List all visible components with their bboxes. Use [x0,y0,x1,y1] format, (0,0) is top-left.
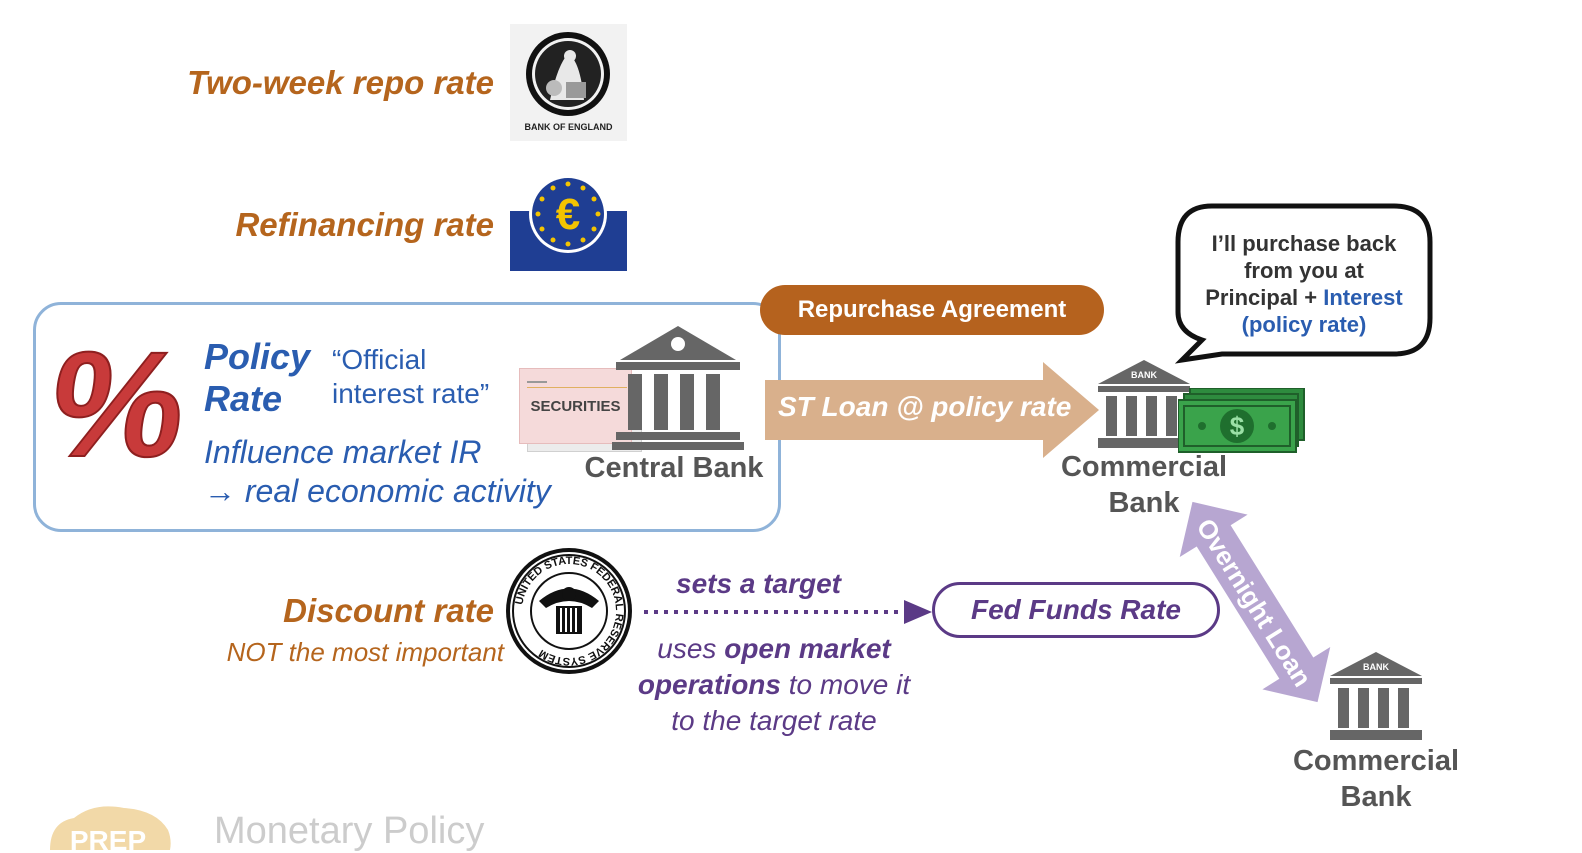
open-market-line2: operations to move it [604,667,944,703]
commercial-bank-2-icon [1330,652,1422,740]
open-market-bold: open market [724,633,891,664]
uses-prefix: uses [657,633,725,664]
move-it-text: to move it [780,669,911,700]
bubble-line3: Principal + Interest [1182,284,1426,311]
securities-label: SECURITIES [530,397,621,415]
speech-bubble [1174,203,1433,364]
refinancing-rate-label: Refinancing rate [235,206,494,243]
commercial-bank-1-icon [1098,360,1190,448]
open-market-text: uses open market operations to move it t… [604,631,944,739]
securities-document: SECURITIES [519,368,632,444]
sets-target-label: sets a target [676,568,841,599]
bank-of-england-icon [526,32,610,116]
percent-icon: % [50,334,190,474]
repurchase-agreement-badge: Repurchase Agreement [760,285,1104,335]
two-week-repo-rate-label: Two-week repo rate [187,64,494,101]
securities-line [527,381,547,383]
official-rate-line2: interest rate” [332,378,490,409]
commercial-bank-1-line1: Commercial [1060,451,1227,483]
speech-bubble-text: I’ll purchase back from you at Principal… [1182,230,1426,338]
bubble-line1: I’ll purchase back [1211,231,1397,256]
target-rate-line: to the target rate [671,705,877,736]
st-loan-label: ST Loan @ policy rate [778,391,1072,422]
discount-rate-note: NOT the most important [226,637,504,667]
open-market-line1: uses open market [604,631,944,667]
svg-text:$: $ [1230,411,1245,441]
bank-of-england-caption: BANK OF ENGLAND [524,122,613,132]
official-rate-line1: “Official [332,344,427,375]
ecb-euro-logo: € [510,174,627,271]
commercial-bank-1-label: Commercial Bank [1044,449,1244,521]
commercial-bank-2-line2: Bank [1340,781,1412,813]
central-bank-label: Central Bank [584,452,764,484]
money-icon: $ [1178,388,1305,453]
commercial-bank-1-line2: Bank [1108,487,1180,519]
dotted-arrow [644,600,932,624]
footer-title: Monetary Policy [214,810,485,852]
st-loan-arrow [765,362,1099,458]
influence-line2: → real economic activity [204,473,551,509]
bubble-line2: from you at [1244,258,1364,283]
commercial-bank-2-sign: BANK [1363,662,1389,672]
influence-line1: Influence market IR [204,434,482,470]
operations-bold: operations [637,669,781,700]
policy-rate-title-line2: Rate [204,378,283,419]
euro-icon: € [510,175,627,271]
footer-logo-icon: PREP [50,806,171,850]
federal-reserve-seal-icon: UNITED STATES FEDERAL RESERVE SYSTEM [506,548,632,674]
policy-rate-title-line1: Policy [204,336,311,377]
commercial-bank-1-sign: BANK [1131,370,1157,380]
bank-of-england-logo: BANK OF ENGLAND [510,24,627,141]
footer-logo-text: PREP [70,825,146,850]
discount-rate-label: Discount rate [283,592,494,629]
bubble-interest: Interest [1323,285,1403,310]
bubble-line4: (policy rate) [1241,312,1367,337]
securities-line [527,387,627,388]
bubble-line3-prefix: Principal + [1205,285,1324,310]
fed-funds-rate-badge: Fed Funds Rate [932,582,1220,638]
commercial-bank-2-label: Commercial Bank [1276,743,1476,815]
commercial-bank-2-line1: Commercial [1292,745,1459,777]
central-bank-building-icon [612,326,744,450]
svg-text:€: € [556,190,580,239]
percent-symbol: % [50,334,190,474]
